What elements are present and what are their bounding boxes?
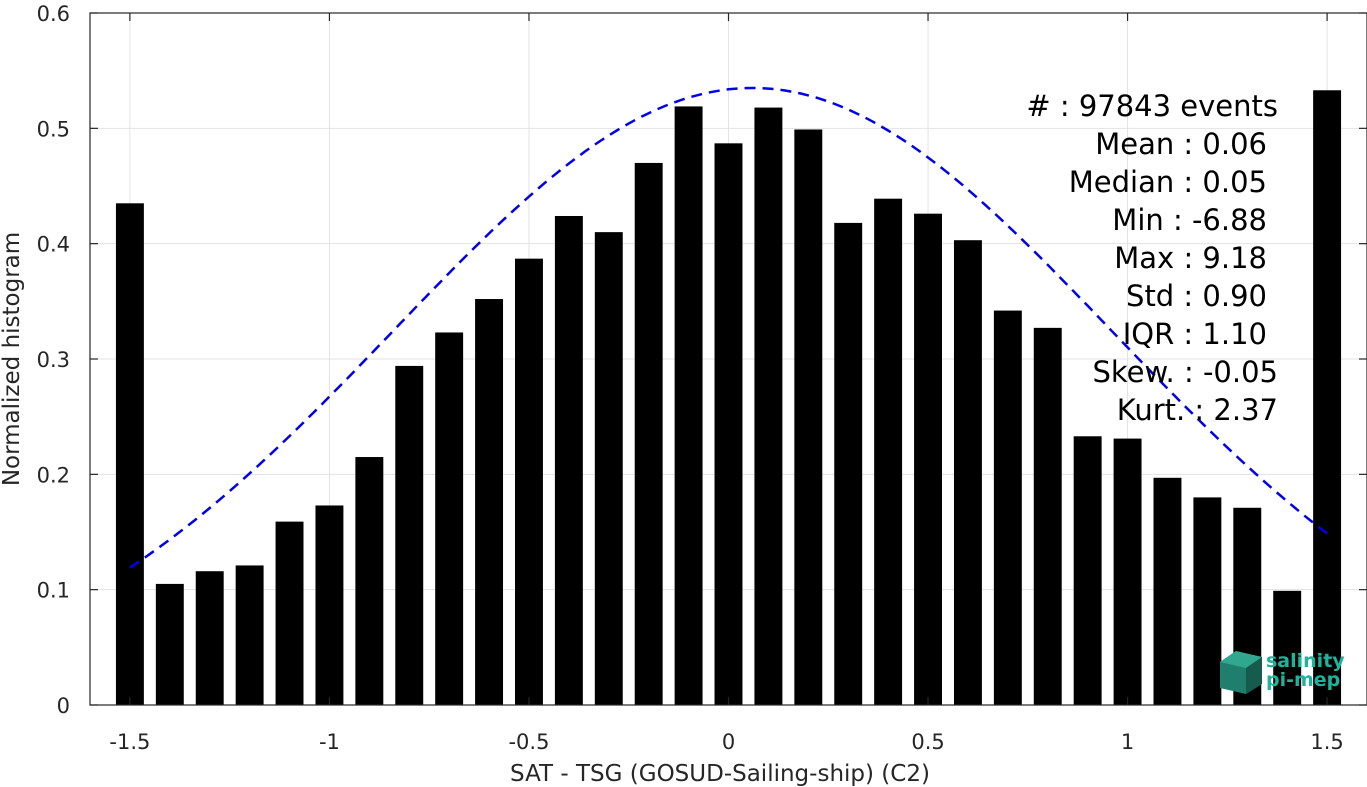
x-tick-label: -1.5 [109, 730, 150, 754]
histogram-bar [195, 571, 224, 705]
stat-line: Median : 0.05 [1069, 165, 1267, 199]
histogram-bar [355, 457, 384, 705]
histogram-bar [794, 129, 823, 705]
gaussian-fit-line [129, 86, 1328, 569]
histogram-bar [914, 213, 942, 705]
histogram-bar [594, 232, 623, 705]
histogram-bar [874, 198, 903, 706]
x-tick-label: -1 [319, 730, 340, 754]
y-tick-label: 0.6 [37, 2, 70, 26]
histogram-bar [235, 565, 264, 705]
salinity-pi-mep-logo: salinity pi-mep [1220, 650, 1345, 694]
stat-line: Kurt. : 2.37 [1117, 393, 1278, 427]
bars-group [115, 90, 1342, 706]
x-tick-label: 1 [1121, 730, 1134, 754]
y-tick-label: 0.3 [37, 348, 70, 372]
histogram-bar [115, 203, 144, 706]
x-tick-label: 0 [722, 730, 735, 754]
histogram-bar [674, 106, 703, 706]
histogram-bar [155, 583, 184, 705]
histogram-bar [953, 240, 982, 705]
histogram-bar [1073, 436, 1102, 705]
y-tick-label: 0.5 [37, 117, 70, 141]
stat-line: # : 97843 events [1026, 89, 1278, 123]
stat-line: Min : -6.88 [1112, 203, 1267, 237]
histogram-bar [1153, 477, 1182, 705]
histogram-bar [993, 310, 1022, 705]
y-tick-label: 0.4 [37, 233, 70, 257]
x-axis-label: SAT - TSG (GOSUD-Sailing-ship) (C2) [510, 761, 930, 787]
y-tick-label: 0.1 [37, 579, 70, 603]
histogram-bar [554, 215, 583, 705]
logo-line2: pi-mep [1266, 669, 1340, 691]
stat-line: Mean : 0.06 [1095, 127, 1267, 161]
stat-line: IQR : 1.10 [1123, 317, 1267, 351]
histogram-bar [475, 299, 504, 705]
y-tick-label: 0.2 [37, 463, 70, 487]
y-axis-label: Normalized histogram [0, 232, 25, 486]
x-tick-label: 1.5 [1310, 730, 1343, 754]
histogram-bar [395, 365, 424, 705]
stat-line: Max : 9.18 [1114, 241, 1267, 275]
stat-line: Skew. : -0.05 [1092, 355, 1278, 389]
x-tick-label: 0.5 [911, 730, 944, 754]
stat-line: Std : 0.90 [1126, 279, 1267, 313]
logo-line1: salinity [1266, 650, 1345, 672]
histogram-bar [515, 258, 543, 705]
histogram-bar [834, 222, 863, 705]
histogram-bar [1033, 327, 1062, 705]
histogram-bar [435, 332, 464, 705]
histogram-bar [714, 143, 743, 705]
x-tick-label: -0.5 [508, 730, 549, 754]
histogram-bar [275, 521, 304, 705]
histogram-bar [754, 107, 783, 705]
histogram-bar [315, 505, 344, 705]
histogram-bar [1193, 497, 1222, 705]
histogram-bar [1273, 590, 1302, 705]
histogram-bar [1313, 90, 1342, 706]
y-tick-label: 0 [57, 694, 70, 718]
statistics-box: # : 97843 events Mean : 0.06 Median : 0.05… [1026, 89, 1278, 427]
histogram-bar [1113, 438, 1142, 705]
histogram-bar [634, 162, 663, 705]
axis-ticks: -1.5 -1 -0.5 0 0.5 1 1.5 0 0.1 0.2 0.3 0.4 0.5 0.6 [37, 2, 1367, 754]
